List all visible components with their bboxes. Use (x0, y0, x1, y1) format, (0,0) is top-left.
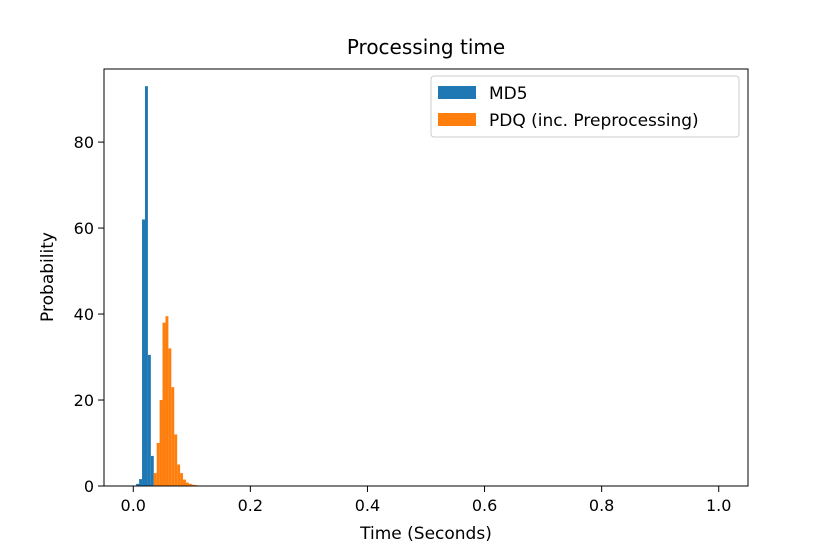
bar-pdq (174, 434, 178, 486)
bar-md5 (150, 455, 154, 486)
bar-pdq (153, 473, 157, 486)
y-axis-label: Probability (38, 232, 58, 322)
bar-pdq (171, 387, 175, 486)
x-tick-label: 0.2 (238, 496, 263, 515)
bar-pdq (177, 464, 181, 486)
bar-md5 (142, 219, 145, 486)
bar-pdq (159, 400, 163, 486)
bar-pdq (156, 443, 160, 486)
bar-pdq (191, 484, 195, 486)
x-tick-label: 0.6 (472, 496, 497, 515)
y-axis-ticks: 0 20 40 60 80 (74, 133, 104, 496)
y-tick-label: 60 (74, 219, 94, 238)
bar-pdq (165, 316, 169, 486)
bar-md5 (139, 479, 143, 486)
x-axis-ticks: 0.0 0.2 0.4 0.6 0.8 1.0 (121, 486, 731, 515)
legend-label-pdq: PDQ (inc. Preprocessing) (489, 111, 699, 131)
y-tick-label: 20 (74, 391, 94, 410)
bar-pdq (188, 483, 192, 486)
bar-pdq (183, 479, 186, 486)
plot-frame (103, 68, 749, 487)
bar-md5 (136, 483, 140, 486)
x-tick-label: 0.0 (121, 496, 146, 515)
bar-pdq (162, 322, 166, 486)
x-tick-label: 1.0 (706, 496, 731, 515)
x-axis-label: Time (Seconds) (359, 524, 492, 544)
bar-pdq (168, 348, 172, 486)
legend-swatch-pdq (438, 113, 476, 126)
chart-title: Processing time (347, 35, 505, 59)
x-tick-label: 0.8 (589, 496, 614, 515)
legend-swatch-md5 (438, 86, 476, 99)
x-tick-label: 0.4 (355, 496, 380, 515)
legend-label-md5: MD5 (489, 84, 528, 104)
bar-pdq (185, 482, 189, 486)
y-tick-label: 80 (74, 133, 94, 152)
bars-group (136, 86, 204, 487)
bar-pdq (180, 473, 184, 486)
legend-box (430, 75, 740, 138)
legend: MD5 PDQ (inc. Preprocessing) (430, 75, 740, 138)
bar-md5 (147, 354, 151, 486)
bar-md5 (144, 86, 148, 487)
y-tick-label: 0 (84, 477, 94, 496)
y-tick-label: 40 (74, 305, 94, 324)
